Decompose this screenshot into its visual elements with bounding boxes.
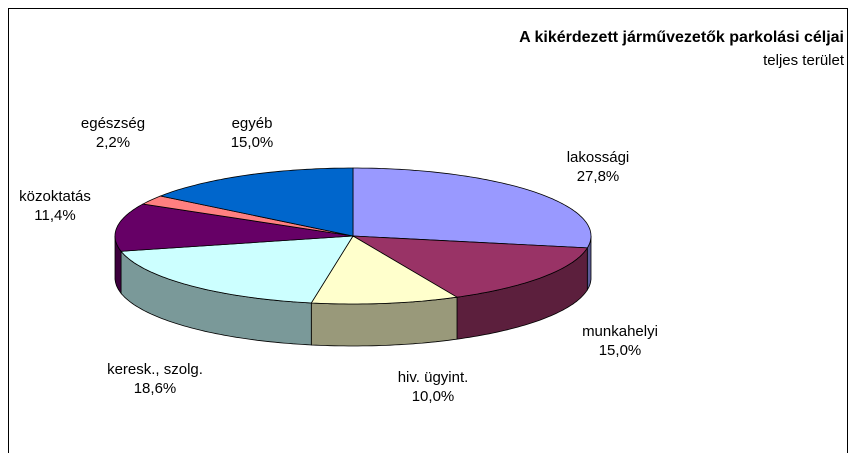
slice-label: egyéb: [232, 115, 273, 132]
value-label: 15,0%: [231, 134, 274, 151]
slice-side: [310, 296, 458, 347]
slice-label: hiv. ügyint.: [398, 369, 469, 386]
chart-subtitle: teljes terület: [763, 52, 845, 69]
chart-title: A kikérdezett járművezetők parkolási cél…: [519, 29, 844, 46]
value-label: 27,8%: [577, 168, 620, 185]
slice: [141, 195, 354, 237]
value-label: 10,0%: [412, 388, 455, 405]
slice-label: munkahelyi: [582, 323, 658, 340]
value-label: 11,4%: [34, 207, 75, 224]
value-label: 18,6%: [134, 380, 177, 397]
slice: [352, 167, 592, 249]
value-label: 15,0%: [599, 342, 642, 359]
slice-label: közoktatás: [19, 188, 91, 205]
slice: [352, 235, 588, 298]
slice: [310, 235, 459, 305]
slice-label: egészség: [81, 115, 145, 132]
value-label: 2,2%: [96, 134, 130, 151]
slice: [159, 167, 354, 237]
slice-label: keresk., szolg.: [107, 361, 203, 378]
slice-label: lakossági: [567, 149, 630, 166]
slice: [120, 235, 354, 304]
slice: [114, 203, 354, 252]
